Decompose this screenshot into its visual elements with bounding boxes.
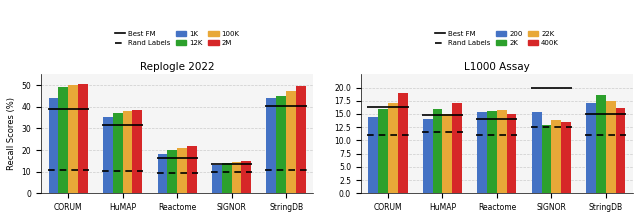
Bar bbox=[586, 103, 596, 193]
Title: L1000 Assay: L1000 Assay bbox=[464, 62, 530, 72]
Bar bbox=[232, 162, 241, 193]
Bar bbox=[561, 122, 571, 193]
Bar bbox=[388, 103, 398, 193]
Bar bbox=[222, 163, 232, 193]
Bar bbox=[276, 96, 286, 193]
Bar bbox=[157, 154, 167, 193]
Bar bbox=[286, 90, 296, 193]
Bar bbox=[49, 98, 58, 193]
Bar bbox=[378, 109, 388, 193]
Bar bbox=[266, 98, 276, 193]
Bar bbox=[477, 112, 487, 193]
Title: Replogle 2022: Replogle 2022 bbox=[140, 62, 214, 72]
Bar bbox=[398, 93, 408, 193]
Bar bbox=[616, 108, 625, 193]
Bar bbox=[606, 101, 616, 193]
Bar bbox=[423, 119, 433, 193]
Bar bbox=[596, 95, 606, 193]
Bar bbox=[433, 109, 442, 193]
Bar bbox=[369, 117, 378, 193]
Bar bbox=[113, 113, 123, 193]
Bar bbox=[78, 84, 88, 193]
Bar bbox=[103, 117, 113, 193]
Bar bbox=[187, 146, 196, 193]
Bar bbox=[241, 161, 252, 193]
Bar bbox=[541, 125, 551, 193]
Bar bbox=[167, 150, 177, 193]
Bar bbox=[68, 85, 78, 193]
Bar bbox=[551, 120, 561, 193]
Bar bbox=[487, 111, 497, 193]
Bar bbox=[212, 165, 222, 193]
Bar bbox=[507, 114, 516, 193]
Legend: Best FM, Rand Labels, 200, 2K, 22K, 400K: Best FM, Rand Labels, 200, 2K, 22K, 400K bbox=[432, 28, 562, 49]
Bar bbox=[296, 86, 306, 193]
Bar bbox=[497, 110, 507, 193]
Y-axis label: Recall Scores (%): Recall Scores (%) bbox=[7, 97, 16, 170]
Bar bbox=[123, 111, 132, 193]
Bar bbox=[442, 114, 452, 193]
Legend: Best FM, Rand Labels, 1K, 12K, 100K, 2M: Best FM, Rand Labels, 1K, 12K, 100K, 2M bbox=[112, 28, 242, 49]
Bar bbox=[177, 148, 187, 193]
Bar bbox=[452, 103, 462, 193]
Bar bbox=[532, 112, 541, 193]
Bar bbox=[58, 87, 68, 193]
Bar bbox=[132, 110, 142, 193]
